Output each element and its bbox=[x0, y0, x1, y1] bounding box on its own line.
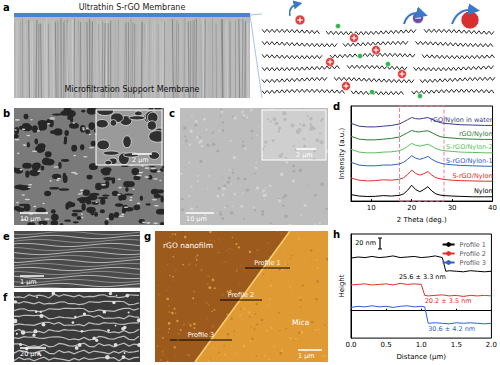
svg-text:b: b bbox=[3, 108, 10, 119]
svg-text:20 µm: 20 µm bbox=[20, 350, 41, 358]
svg-text:S-rGO/Nylon-2: S-rGO/Nylon-2 bbox=[446, 143, 493, 151]
svg-text:S-rGO/Nylon: S-rGO/Nylon bbox=[452, 172, 492, 180]
svg-text:Height: Height bbox=[338, 274, 346, 297]
svg-text:2 µm: 2 µm bbox=[296, 151, 313, 159]
svg-text:1 µm: 1 µm bbox=[298, 352, 315, 360]
svg-text:S-rGO/Nylon-1: S-rGO/Nylon-1 bbox=[446, 157, 493, 165]
svg-text:40: 40 bbox=[488, 204, 497, 212]
svg-text:Profile 3: Profile 3 bbox=[460, 259, 486, 267]
svg-text:1 µm: 1 µm bbox=[20, 278, 37, 286]
svg-text:Microfiltration Support Membra: Microfiltration Support Membrane bbox=[64, 85, 199, 94]
svg-text:10: 10 bbox=[367, 204, 376, 212]
svg-text:2.0: 2.0 bbox=[486, 341, 497, 349]
svg-text:Profile 1: Profile 1 bbox=[460, 241, 486, 249]
svg-text:Distance (µm): Distance (µm) bbox=[396, 353, 446, 361]
svg-text:Profile 1: Profile 1 bbox=[254, 259, 280, 267]
svg-text:rGO nanofilm: rGO nanofilm bbox=[163, 241, 213, 250]
svg-text:20.2 ± 3.5 nm: 20.2 ± 3.5 nm bbox=[425, 297, 472, 305]
svg-text:10 µm: 10 µm bbox=[20, 215, 41, 223]
svg-text:Mica: Mica bbox=[292, 318, 309, 327]
svg-text:rGO/Nylon in water: rGO/Nylon in water bbox=[430, 116, 493, 124]
svg-text:10 µm: 10 µm bbox=[186, 215, 207, 223]
svg-text:2 Theta (deg.): 2 Theta (deg.) bbox=[397, 216, 447, 224]
svg-text:Ultrathin S-rGO Membrane: Ultrathin S-rGO Membrane bbox=[79, 3, 186, 12]
svg-text:Profile 2: Profile 2 bbox=[460, 250, 486, 258]
svg-text:20: 20 bbox=[407, 204, 416, 212]
svg-text:20 nm: 20 nm bbox=[355, 239, 376, 247]
svg-text:h: h bbox=[333, 229, 340, 240]
svg-text:e: e bbox=[3, 231, 10, 242]
svg-text:f: f bbox=[3, 292, 8, 303]
svg-text:2 µm: 2 µm bbox=[132, 156, 149, 164]
svg-text:0.5: 0.5 bbox=[381, 341, 392, 349]
svg-text:Profile 3: Profile 3 bbox=[188, 331, 214, 339]
svg-text:1.5: 1.5 bbox=[451, 341, 462, 349]
svg-text:Profile 2: Profile 2 bbox=[228, 291, 254, 299]
svg-text:1.0: 1.0 bbox=[416, 341, 427, 349]
svg-text:a: a bbox=[3, 2, 10, 13]
svg-text:25.6 ± 3.3 nm: 25.6 ± 3.3 nm bbox=[399, 273, 446, 281]
svg-text:Intensity (a.u.): Intensity (a.u.) bbox=[338, 128, 346, 180]
svg-text:g: g bbox=[144, 231, 151, 242]
svg-text:30.6 ± 4.2 nm: 30.6 ± 4.2 nm bbox=[428, 325, 475, 333]
svg-text:Nylon: Nylon bbox=[474, 187, 493, 195]
svg-text:0.0: 0.0 bbox=[345, 341, 356, 349]
svg-text:c: c bbox=[169, 108, 175, 119]
svg-text:d: d bbox=[333, 101, 340, 112]
svg-text:rGO/Nylon: rGO/Nylon bbox=[459, 130, 493, 138]
svg-text:30: 30 bbox=[448, 204, 457, 212]
